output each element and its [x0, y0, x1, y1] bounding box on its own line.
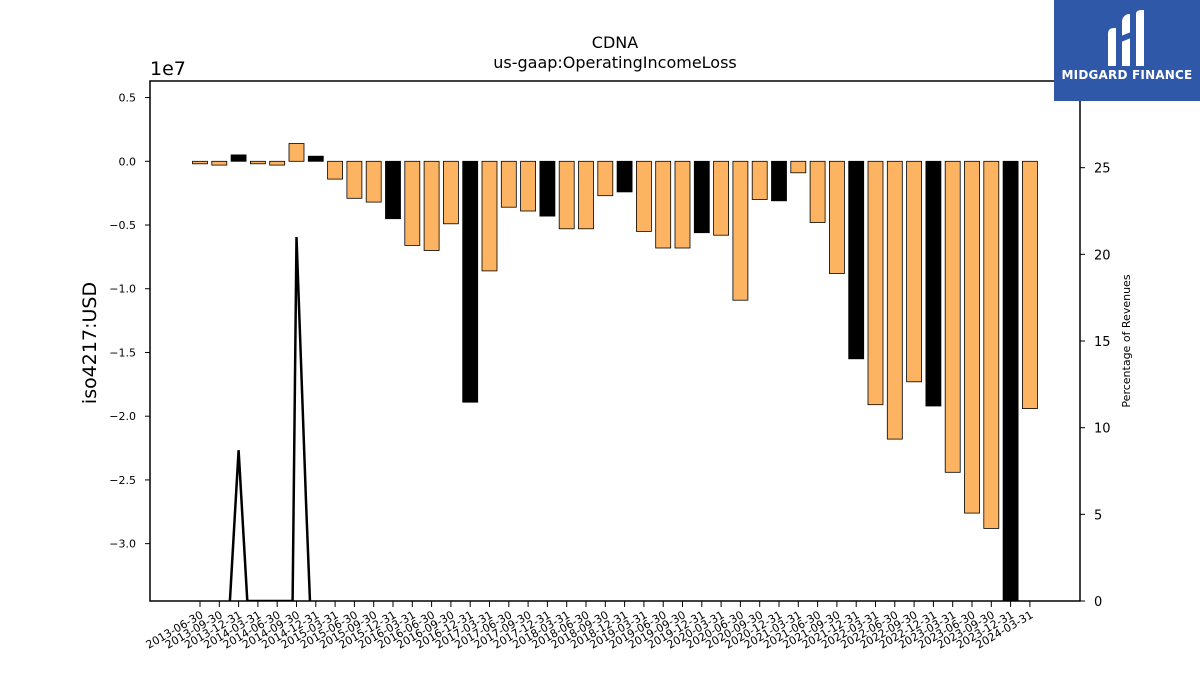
bar-2019-03-31: [636, 160, 652, 232]
bar-2016-03-31: [404, 160, 421, 246]
bar-2020-12-31: [771, 160, 787, 202]
bar-2019-09-30: [674, 160, 691, 249]
y2-tick-label: 5: [1094, 508, 1102, 523]
y-scale-label: 1e7: [150, 58, 186, 80]
bar-2014-09-30: [288, 143, 305, 162]
midgard-finance-logo: MIDGARD FINANCE: [1054, 0, 1200, 101]
bar-2022-06-30: [886, 160, 903, 440]
bar-2018-06-30: [578, 160, 594, 230]
bar-2017-09-30: [520, 160, 536, 212]
y-tick-label: −0.5: [109, 219, 136, 232]
chart-subtitle: us-gaap:OperatingIncomeLoss: [493, 53, 737, 72]
bar-2021-03-31: [790, 160, 807, 174]
chart-title: CDNA: [592, 33, 638, 52]
bar-2015-03-31: [327, 160, 344, 180]
bar-2016-09-30: [442, 160, 459, 225]
bar-2016-06-30: [423, 160, 440, 251]
percentage-of-revenues-line: [228, 236, 312, 601]
bar-2018-03-31: [558, 160, 575, 230]
bar-2021-12-31: [848, 160, 865, 360]
bar-2013-09-30: [211, 160, 228, 166]
bar-2022-03-31: [867, 160, 884, 406]
bar-2019-12-31: [693, 160, 710, 234]
bar-2013-06-30: [192, 160, 208, 165]
logo-text: MIDGARD FINANCE: [1061, 68, 1193, 82]
bar-2020-03-31: [713, 160, 729, 236]
bar-2019-06-30: [655, 160, 672, 249]
bar-2022-09-30: [906, 160, 922, 383]
bar-2017-06-30: [500, 160, 517, 208]
y2-tick-label: 0: [1094, 595, 1102, 610]
bar-2021-06-30: [809, 160, 826, 223]
y-tick-label: 0.0: [119, 155, 137, 168]
bar-2020-06-30: [732, 160, 749, 301]
bar-2014-06-30: [269, 160, 286, 166]
plot-frame: [149, 80, 1081, 602]
y2-tick-label: 15: [1094, 335, 1111, 350]
y2-tick-label: 20: [1094, 248, 1111, 263]
y-tick-label: −2.0: [109, 410, 136, 423]
bar-2018-09-30: [597, 160, 614, 197]
y-tick-label: −1.5: [109, 346, 136, 359]
bar-2022-12-31: [925, 160, 942, 407]
bar-2015-06-30: [346, 160, 363, 199]
y2-tick-label: 25: [1094, 162, 1111, 177]
y-axis-label: iso4217:USD: [79, 282, 101, 404]
y-tick-label: −2.5: [109, 474, 136, 487]
y2-axis-label: Percentage of Revenues: [1120, 274, 1133, 407]
bar-2015-12-31: [385, 160, 401, 220]
bar-2018-12-31: [616, 160, 633, 193]
bar-2014-03-31: [249, 160, 266, 165]
bar-2016-12-31: [462, 160, 479, 403]
bar-2020-09-30: [751, 160, 768, 200]
bar-2015-09-30: [365, 160, 382, 203]
y-tick-label: −1.0: [109, 283, 136, 296]
bar-2017-03-31: [481, 160, 498, 272]
y-tick-label: −3.0: [109, 538, 136, 551]
midgard-logo-icon: [1108, 10, 1144, 66]
bar-2017-12-31: [539, 160, 556, 217]
bar-2023-06-30: [964, 160, 980, 514]
bar-2021-09-30: [829, 160, 845, 274]
y2-tick-label: 10: [1094, 422, 1111, 437]
bar-2023-03-31: [944, 160, 961, 473]
bar-2024-03-31: [1022, 160, 1038, 410]
bar-2023-12-31: [1002, 160, 1019, 602]
bar-2013-12-31: [230, 154, 247, 162]
bar-2014-12-31: [307, 155, 324, 162]
y-tick-label: 0.5: [119, 92, 137, 105]
bar-2023-09-30: [983, 160, 1000, 529]
